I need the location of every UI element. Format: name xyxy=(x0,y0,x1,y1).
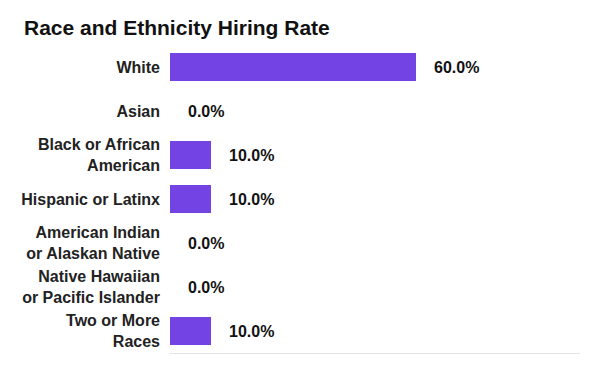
svg-text:0.0%: 0.0% xyxy=(188,279,224,296)
svg-text:60.0%: 60.0% xyxy=(434,59,479,76)
svg-text:White: White xyxy=(116,59,160,76)
svg-text:10.0%: 10.0% xyxy=(229,147,274,164)
svg-text:Asian: Asian xyxy=(116,103,160,120)
svg-text:American: American xyxy=(87,157,160,174)
svg-text:10.0%: 10.0% xyxy=(229,323,274,340)
svg-text:Hispanic or Latinx: Hispanic or Latinx xyxy=(21,191,160,208)
svg-text:Two or More: Two or More xyxy=(66,312,160,329)
svg-text:0.0%: 0.0% xyxy=(188,235,224,252)
svg-text:or Alaskan Native: or Alaskan Native xyxy=(26,245,160,262)
svg-text:10.0%: 10.0% xyxy=(229,191,274,208)
svg-text:or Pacific Islander: or Pacific Islander xyxy=(22,289,160,306)
svg-text:0.0%: 0.0% xyxy=(188,103,224,120)
svg-text:Black or African: Black or African xyxy=(38,136,160,153)
svg-text:American Indian: American Indian xyxy=(36,224,160,241)
svg-text:Race and Ethnicity Hiring Rate: Race and Ethnicity Hiring Rate xyxy=(24,16,330,39)
svg-text:Native Hawaiian: Native Hawaiian xyxy=(38,268,160,285)
svg-text:Races: Races xyxy=(113,333,160,350)
